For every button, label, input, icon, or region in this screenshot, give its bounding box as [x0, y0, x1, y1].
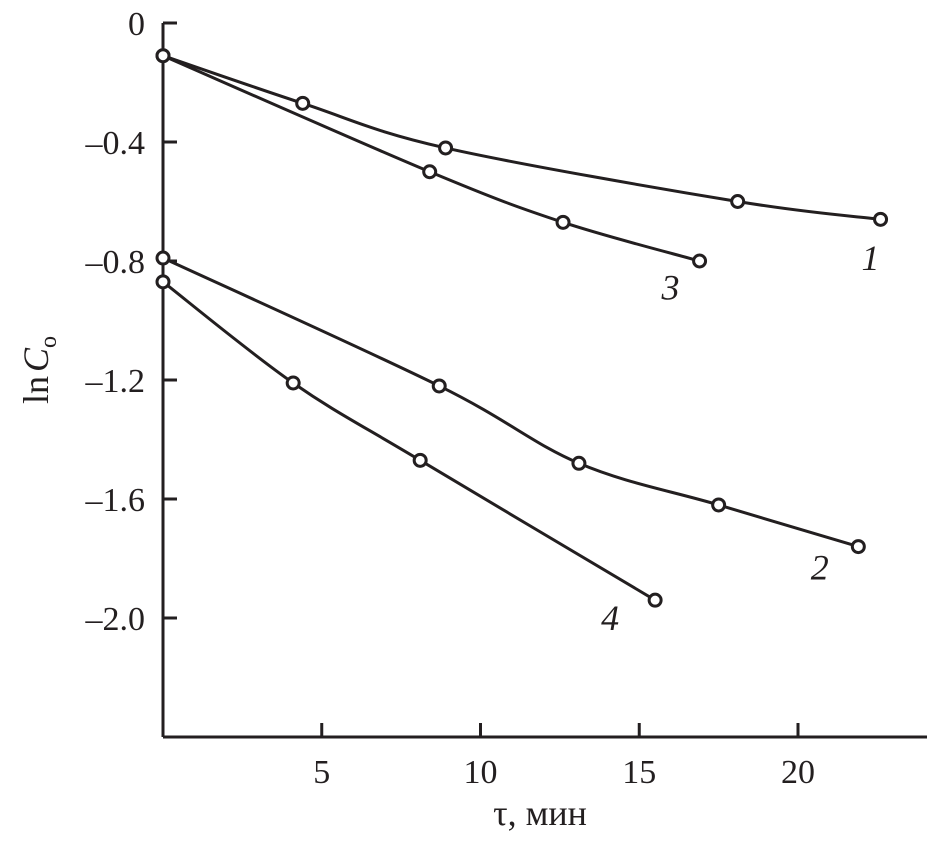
data-point — [555, 214, 571, 230]
x-axis-title: τ, мин — [493, 793, 587, 833]
series-2 — [155, 250, 866, 555]
data-point — [647, 592, 663, 608]
data-point — [438, 140, 454, 156]
y-axis-title-sub: o — [36, 336, 62, 348]
data-point — [873, 211, 889, 227]
series-3 — [155, 48, 708, 269]
data-point — [730, 194, 746, 209]
y-axis-title-var: C — [16, 347, 56, 372]
x-tick-label: 5 — [313, 754, 330, 791]
y-tick-label: –1.2 — [85, 363, 146, 400]
data-point — [285, 375, 301, 391]
series-1 — [155, 48, 889, 227]
series-4 — [155, 274, 663, 608]
data-point — [711, 497, 727, 513]
x-tick-label: 20 — [781, 754, 815, 791]
curve-label-4: 4 — [601, 598, 619, 638]
series-line-1 — [162, 54, 881, 221]
y-tick-label: 0 — [128, 6, 145, 43]
x-tick-label: 10 — [464, 754, 498, 791]
x-tick-label: 15 — [622, 754, 656, 791]
data-point — [155, 274, 171, 290]
curve-label-1: 1 — [862, 238, 880, 278]
y-tick-label: –2.0 — [85, 601, 146, 638]
series-line-3 — [162, 54, 700, 263]
y-axis-title: ln Co — [16, 336, 62, 404]
data-point — [412, 452, 428, 468]
y-tick-label: –0.4 — [85, 125, 146, 162]
data-point — [692, 253, 708, 269]
axes: 0 –0.4 –0.8 –1.2 –1.6 –2.0 5 10 15 20 — [85, 6, 927, 791]
series-line-4 — [162, 280, 656, 602]
data-point — [422, 164, 438, 180]
data-point — [850, 539, 866, 555]
data-point — [431, 378, 447, 394]
plot-area: 1 3 2 4 — [155, 48, 889, 638]
data-point — [155, 48, 171, 64]
data-point — [155, 250, 171, 266]
y-tick-label: –0.8 — [85, 244, 146, 281]
y-tick-label: –1.6 — [85, 482, 146, 519]
curve-label-2: 2 — [811, 547, 829, 587]
data-point — [295, 95, 311, 111]
y-axis-title-ln: ln — [16, 376, 56, 404]
data-point — [571, 455, 587, 471]
series-line-2 — [162, 256, 859, 549]
curve-label-3: 3 — [660, 268, 679, 308]
